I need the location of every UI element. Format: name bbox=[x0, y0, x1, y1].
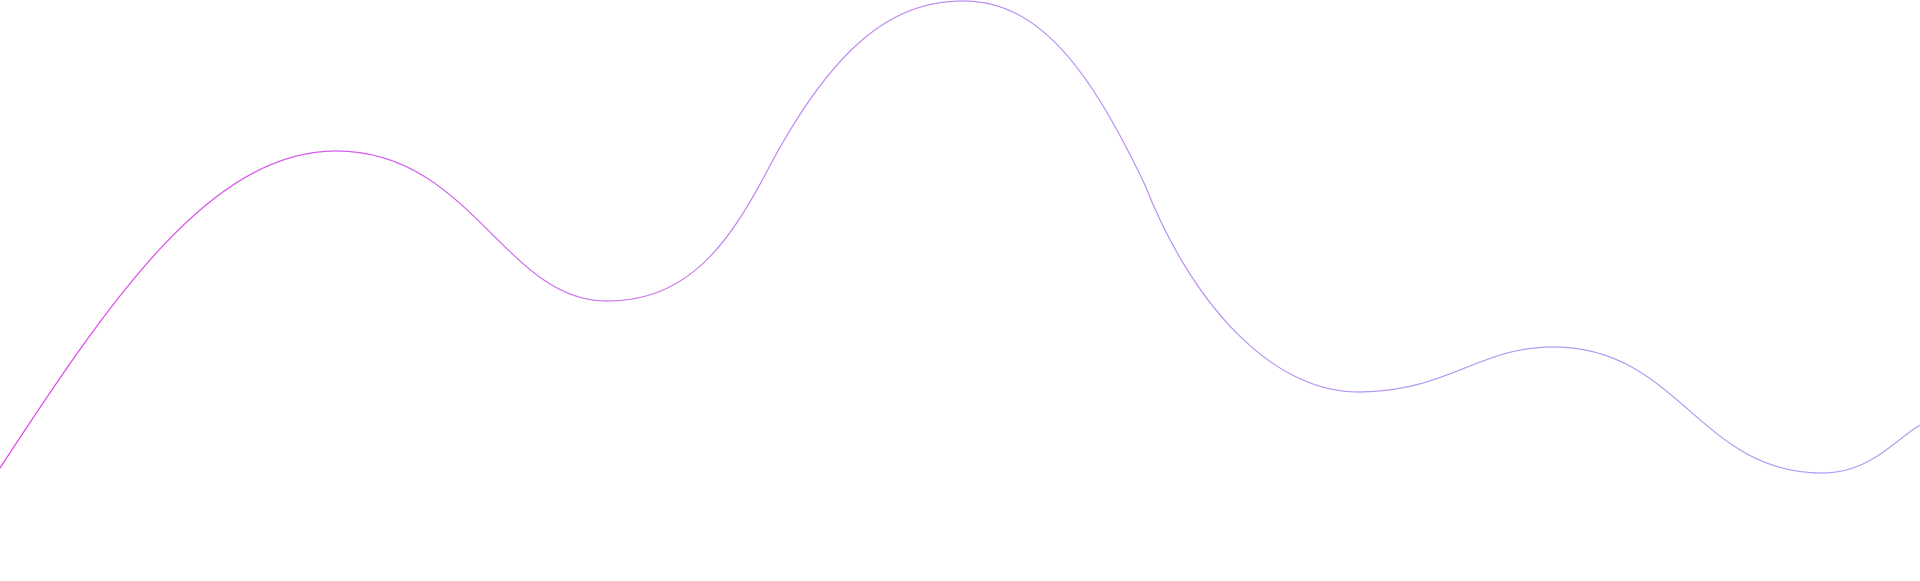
wave-path bbox=[0, 0, 1920, 474]
